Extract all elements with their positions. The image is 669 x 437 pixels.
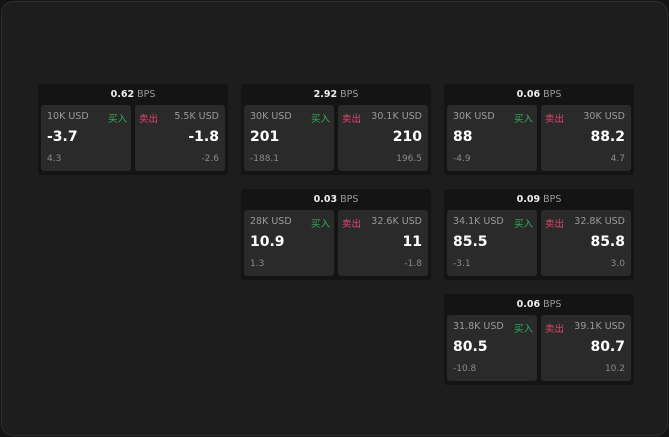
sell-label: 卖出 (139, 114, 159, 125)
sell-label: 卖出 (342, 114, 362, 125)
quote-widget: 0.06 BPS 31.8K USD 买入 80.5 -10.8 39.1K U… (444, 294, 634, 385)
sell-box[interactable]: 32.6K USD 卖出 11 -1.8 (338, 210, 428, 276)
quote-widget: 0.62 BPS 10K USD 买入 -3.7 4.3 5.5K USD 卖出… (38, 84, 228, 175)
buy-label: 买入 (513, 114, 533, 125)
spread-value: 0.09 (516, 194, 541, 205)
buy-box[interactable]: 10K USD 买入 -3.7 4.3 (41, 105, 131, 171)
bid-price: 88 (453, 129, 473, 145)
ask-price: 80.7 (590, 339, 625, 355)
spread-value: 0.06 (516, 299, 541, 310)
sell-box[interactable]: 39.1K USD 卖出 80.7 10.2 (541, 315, 631, 381)
spread-header: 0.06 BPS (444, 294, 634, 315)
ask-amount: 39.1K USD (574, 321, 625, 332)
ask-price: 85.8 (590, 234, 625, 250)
buy-label: 买入 (513, 219, 533, 230)
bid-change: -188.1 (250, 154, 280, 164)
bid-amount: 30K USD (250, 111, 292, 122)
spread-unit: BPS (137, 89, 156, 100)
buy-box[interactable]: 30K USD 买入 88 -4.9 (447, 105, 537, 171)
ask-price: 210 (392, 129, 422, 145)
ask-price: 88.2 (590, 129, 625, 145)
bid-change: -3.1 (453, 259, 471, 269)
quote-widget: 0.09 BPS 34.1K USD 买入 85.5 -3.1 32.8K US… (444, 189, 634, 280)
bid-amount: 31.8K USD (453, 321, 504, 332)
bid-price: 85.5 (453, 234, 488, 250)
sell-box[interactable]: 30.1K USD 卖出 210 196.5 (338, 105, 428, 171)
bid-price: -3.7 (47, 129, 78, 145)
ask-amount: 32.6K USD (371, 216, 422, 227)
spread-header: 0.62 BPS (38, 84, 228, 105)
sell-label: 卖出 (545, 114, 565, 125)
ask-change: 3.0 (610, 259, 625, 269)
spread-value: 0.62 (110, 89, 135, 100)
spread-header: 0.03 BPS (241, 189, 431, 210)
spread-unit: BPS (340, 194, 359, 205)
spread-header: 2.92 BPS (241, 84, 431, 105)
spread-unit: BPS (543, 299, 562, 310)
spread-value: 0.03 (313, 194, 338, 205)
bid-change: -10.8 (453, 364, 477, 374)
bid-price: 201 (250, 129, 280, 145)
ask-change: -1.8 (404, 259, 422, 269)
bid-price: 80.5 (453, 339, 488, 355)
bid-amount: 30K USD (453, 111, 495, 122)
bid-amount: 34.1K USD (453, 216, 504, 227)
bid-change: -4.9 (453, 154, 471, 164)
buy-label: 买入 (513, 324, 533, 335)
ask-amount: 30.1K USD (371, 111, 422, 122)
ask-change: 4.7 (610, 154, 625, 164)
buy-box[interactable]: 28K USD 买入 10.9 1.3 (244, 210, 334, 276)
buy-box[interactable]: 30K USD 买入 201 -188.1 (244, 105, 334, 171)
bid-amount: 28K USD (250, 216, 292, 227)
ask-amount: 30K USD (583, 111, 625, 122)
sell-box[interactable]: 32.8K USD 卖出 85.8 3.0 (541, 210, 631, 276)
spread-value: 2.92 (313, 89, 338, 100)
spread-value: 0.06 (516, 89, 541, 100)
sell-box[interactable]: 30K USD 卖出 88.2 4.7 (541, 105, 631, 171)
ask-change: 196.5 (396, 154, 422, 164)
bid-change: 1.3 (250, 259, 265, 269)
bid-change: 4.3 (47, 154, 62, 164)
sell-label: 卖出 (545, 324, 565, 335)
spread-unit: BPS (543, 89, 562, 100)
buy-label: 买入 (310, 219, 330, 230)
ask-amount: 5.5K USD (174, 111, 219, 122)
spread-header: 0.06 BPS (444, 84, 634, 105)
spread-unit: BPS (543, 194, 562, 205)
ask-change: -2.6 (201, 154, 219, 164)
bid-amount: 10K USD (47, 111, 89, 122)
quote-widget: 2.92 BPS 30K USD 买入 201 -188.1 30.1K USD… (241, 84, 431, 175)
ask-price: -1.8 (188, 129, 219, 145)
buy-label: 买入 (107, 114, 127, 125)
ask-change: 10.2 (604, 364, 625, 374)
sell-label: 卖出 (545, 219, 565, 230)
ask-amount: 32.8K USD (574, 216, 625, 227)
buy-box[interactable]: 31.8K USD 买入 80.5 -10.8 (447, 315, 537, 381)
bid-price: 10.9 (250, 234, 285, 250)
buy-label: 买入 (310, 114, 330, 125)
ask-price: 11 (402, 234, 422, 250)
quote-widget: 0.03 BPS 28K USD 买入 10.9 1.3 32.6K USD 卖… (241, 189, 431, 280)
spread-header: 0.09 BPS (444, 189, 634, 210)
quote-widget: 0.06 BPS 30K USD 买入 88 -4.9 30K USD 卖出 8… (444, 84, 634, 175)
sell-box[interactable]: 5.5K USD 卖出 -1.8 -2.6 (135, 105, 225, 171)
spread-unit: BPS (340, 89, 359, 100)
buy-box[interactable]: 34.1K USD 买入 85.5 -3.1 (447, 210, 537, 276)
sell-label: 卖出 (342, 219, 362, 230)
